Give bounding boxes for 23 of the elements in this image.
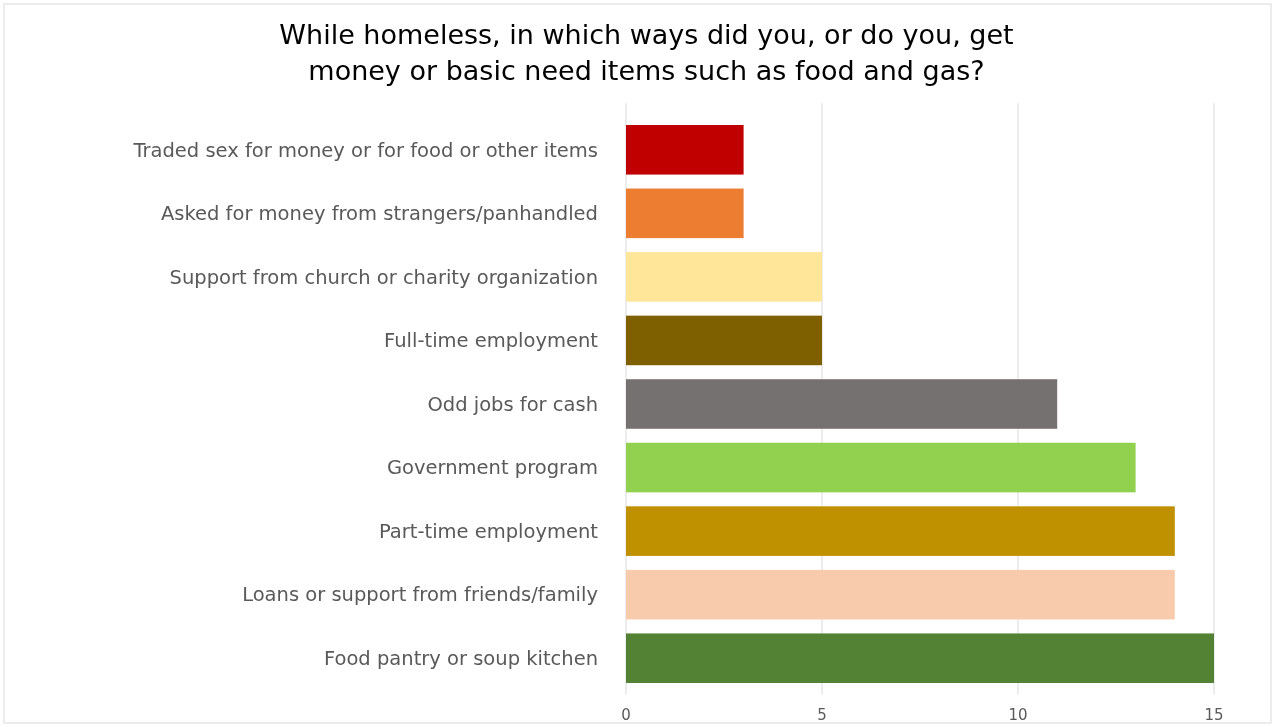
y-tick-label: Food pantry or soup kitchen — [323, 647, 598, 671]
bar — [626, 569, 1175, 620]
bar — [626, 124, 744, 175]
y-tick-label: Loans or support from friends/family — [242, 583, 598, 607]
y-tick-label: Government program — [386, 456, 598, 480]
bar — [626, 315, 822, 366]
x-tick-label: 0 — [621, 706, 631, 725]
bar — [626, 506, 1175, 556]
x-tick-label: 10 — [1008, 706, 1028, 725]
y-tick-label: Support from church or charity organization — [169, 265, 598, 289]
chart-title: While homeless, in which ways did you, or do you, get money or basic need items such as food and gas? — [279, 19, 1014, 86]
x-tick-label: 5 — [817, 706, 827, 725]
bar — [626, 442, 1136, 493]
bar — [626, 252, 822, 302]
bar — [626, 633, 1214, 684]
bar — [626, 188, 744, 239]
y-tick-label: Odd jobs for cash — [427, 392, 598, 416]
x-tick-label: 15 — [1204, 706, 1224, 725]
y-tick-label: Asked for money from strangers/panhandled — [160, 202, 598, 226]
bar — [626, 379, 1058, 429]
y-tick-label: Part-time employment — [378, 519, 599, 543]
y-tick-label: Traded sex for money or for food or other items — [132, 138, 598, 162]
y-tick-label: Full-time employment — [384, 329, 599, 353]
